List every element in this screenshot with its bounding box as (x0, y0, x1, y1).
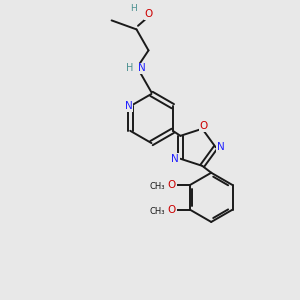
Text: CH₃: CH₃ (149, 207, 165, 216)
Text: N: N (138, 63, 146, 74)
Text: N: N (217, 142, 225, 152)
Text: CH₃: CH₃ (149, 182, 165, 191)
Text: O: O (200, 122, 208, 131)
Text: O: O (168, 180, 176, 190)
Text: H: H (130, 4, 137, 13)
Text: N: N (125, 101, 133, 111)
Text: H: H (126, 63, 134, 74)
Text: N: N (171, 154, 179, 164)
Text: O: O (168, 205, 176, 214)
Text: O: O (144, 9, 153, 20)
